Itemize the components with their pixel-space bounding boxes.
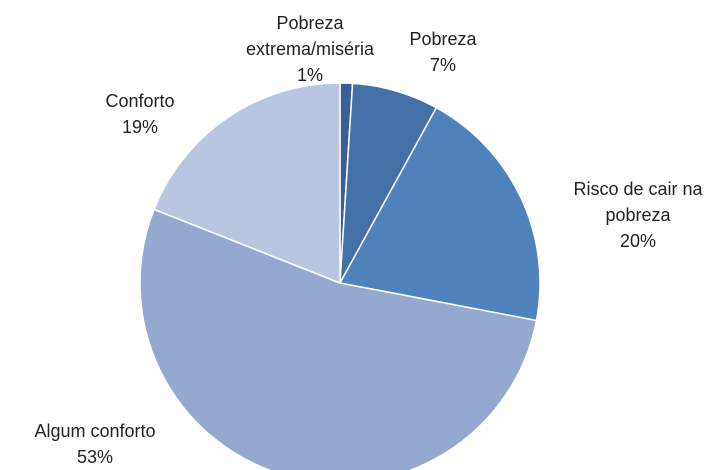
data-label: Algum conforto 53% bbox=[5, 418, 185, 470]
category-name: Risco de cair na pobreza bbox=[573, 179, 703, 225]
percent-label: 1% bbox=[296, 65, 323, 85]
data-label: Pobreza 7% bbox=[393, 26, 493, 78]
category-name: Pobreza bbox=[409, 29, 477, 49]
data-label: Risco de cair na pobreza 20% bbox=[553, 176, 722, 254]
pie-slice bbox=[139, 208, 538, 470]
data-label: Conforto 19% bbox=[80, 88, 200, 140]
percent-label: 7% bbox=[429, 55, 456, 75]
category-name: Algum conforto bbox=[34, 421, 156, 441]
pie-slice bbox=[338, 106, 541, 322]
category-name: Pobreza extrema/miséria bbox=[245, 13, 375, 59]
category-name: Conforto bbox=[105, 91, 175, 111]
percent-label: 19% bbox=[121, 117, 159, 137]
percent-label: 53% bbox=[76, 447, 114, 467]
pie-slice bbox=[153, 82, 341, 285]
data-label: Pobreza extrema/miséria 1% bbox=[215, 10, 405, 88]
percent-label: 20% bbox=[619, 231, 657, 251]
